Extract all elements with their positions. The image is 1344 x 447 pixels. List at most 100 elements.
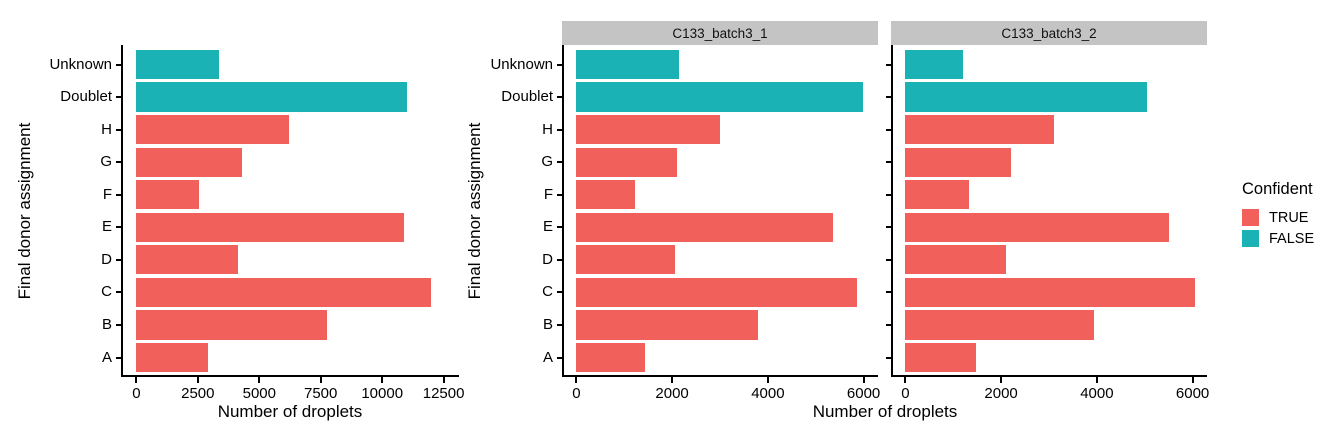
- y-tick-label-doublet: Doublet: [501, 88, 553, 106]
- y-tick-label-d: D: [542, 250, 553, 268]
- x-tick: [671, 377, 674, 383]
- y-tick: [116, 96, 121, 99]
- bar-combined-c: [136, 277, 432, 307]
- x-tick: [258, 377, 261, 383]
- y-tick: [557, 356, 562, 359]
- y-tick: [886, 128, 891, 131]
- bar-combined-d: [136, 245, 239, 275]
- bar-C133_batch3_2-g: [905, 147, 1011, 177]
- y-tick-label-g: G: [100, 153, 112, 171]
- y-tick: [116, 258, 121, 261]
- y-tick-label-doublet: Doublet: [60, 88, 112, 106]
- bar-C133_batch3_1-g: [576, 147, 677, 177]
- x-tick-label: 6000: [1175, 385, 1210, 402]
- x-tick: [381, 377, 384, 383]
- bar-C133_batch3_2-unknown: [905, 49, 963, 80]
- y-tick: [557, 96, 562, 99]
- x-tick-label: 2000: [984, 385, 1018, 402]
- y-tick: [557, 323, 562, 326]
- facet-strip-C133_batch3_1: C133_batch3_1: [562, 21, 878, 45]
- y-tick: [116, 291, 121, 294]
- plot-panel-C133_batch3_1: [562, 45, 878, 377]
- legend-title: Confident: [1242, 180, 1313, 198]
- y-tick: [557, 258, 562, 261]
- y-tick: [886, 356, 891, 359]
- bar-C133_batch3_2-f: [905, 180, 969, 210]
- y-tick-label-a: A: [101, 348, 112, 366]
- legend-swatch-false-icon: [1242, 230, 1259, 247]
- bar-C133_batch3_2-doublet: [905, 82, 1148, 112]
- y-tick-label-h: H: [101, 120, 112, 138]
- x-tick: [1000, 377, 1003, 383]
- y-tick-label-c: C: [101, 283, 112, 301]
- x-tick-label: 12500: [422, 385, 465, 402]
- x-tick-label: 7500: [304, 385, 338, 402]
- bar-combined-unknown: [136, 49, 219, 80]
- y-tick-label-d: D: [101, 250, 112, 268]
- y-tick: [116, 193, 121, 196]
- legend-item-true: TRUE: [1242, 209, 1314, 226]
- legend-item-false: FALSE: [1242, 230, 1314, 247]
- x-tick: [1095, 377, 1098, 383]
- bar-C133_batch3_1-d: [576, 245, 675, 275]
- y-tick: [886, 161, 891, 164]
- x-tick-label: 10000: [361, 385, 404, 402]
- y-tick: [116, 161, 121, 164]
- y-tick: [886, 96, 891, 99]
- facet-strip-C133_batch3_2: C133_batch3_2: [891, 21, 1207, 45]
- x-tick-label: 2000: [655, 385, 689, 402]
- x-tick-label: 0: [132, 385, 141, 402]
- x-tick-label: 5000: [242, 385, 276, 402]
- bar-C133_batch3_1-h: [576, 115, 720, 145]
- bar-combined-e: [136, 212, 405, 242]
- x-tick-label: 4000: [1080, 385, 1114, 402]
- x-tick: [442, 377, 445, 383]
- y-tick-label-c: C: [542, 283, 553, 301]
- x-tick: [904, 377, 907, 383]
- y-tick-label-a: A: [542, 348, 553, 366]
- x-tick: [575, 377, 578, 383]
- y-tick: [557, 161, 562, 164]
- bar-C133_batch3_1-e: [576, 212, 833, 242]
- y-tick-label-f: F: [543, 185, 553, 203]
- y-tick: [886, 291, 891, 294]
- bar-C133_batch3_2-h: [905, 115, 1054, 145]
- y-tick-label-e: E: [101, 218, 112, 236]
- bar-C133_batch3_1-doublet: [576, 82, 863, 112]
- y-axis-title-facet: Final donor assignment: [465, 122, 484, 300]
- y-tick: [886, 323, 891, 326]
- x-tick-label: 0: [572, 385, 581, 402]
- y-tick: [116, 226, 121, 229]
- x-axis-title-facet: Number of droplets: [812, 402, 958, 421]
- bar-combined-doublet: [136, 82, 407, 112]
- bar-C133_batch3_1-unknown: [576, 49, 680, 80]
- x-tick-label: 6000: [846, 385, 881, 402]
- y-tick: [886, 226, 891, 229]
- y-tick: [886, 193, 891, 196]
- bar-C133_batch3_2-d: [905, 245, 1006, 275]
- y-tick: [886, 63, 891, 66]
- bar-C133_batch3_2-b: [905, 310, 1095, 340]
- x-tick: [196, 377, 199, 383]
- legend: Confident TRUE FALSE: [1242, 180, 1314, 251]
- y-tick-label-f: F: [102, 185, 112, 203]
- bar-combined-f: [136, 180, 200, 210]
- x-tick: [135, 377, 138, 383]
- x-tick: [766, 377, 769, 383]
- x-axis-title-left: Number of droplets: [217, 402, 363, 421]
- y-tick: [557, 63, 562, 66]
- x-tick-label: 2500: [181, 385, 215, 402]
- bar-combined-b: [136, 310, 327, 340]
- y-tick-label-e: E: [542, 218, 553, 236]
- y-tick: [116, 356, 121, 359]
- y-tick-label-b: B: [542, 315, 553, 333]
- y-tick: [557, 128, 562, 131]
- y-tick: [116, 63, 121, 66]
- y-tick: [886, 258, 891, 261]
- y-tick: [557, 291, 562, 294]
- x-tick: [862, 377, 865, 383]
- y-tick-label-unknown: Unknown: [49, 55, 112, 73]
- bar-combined-h: [136, 115, 289, 145]
- x-tick: [319, 377, 322, 383]
